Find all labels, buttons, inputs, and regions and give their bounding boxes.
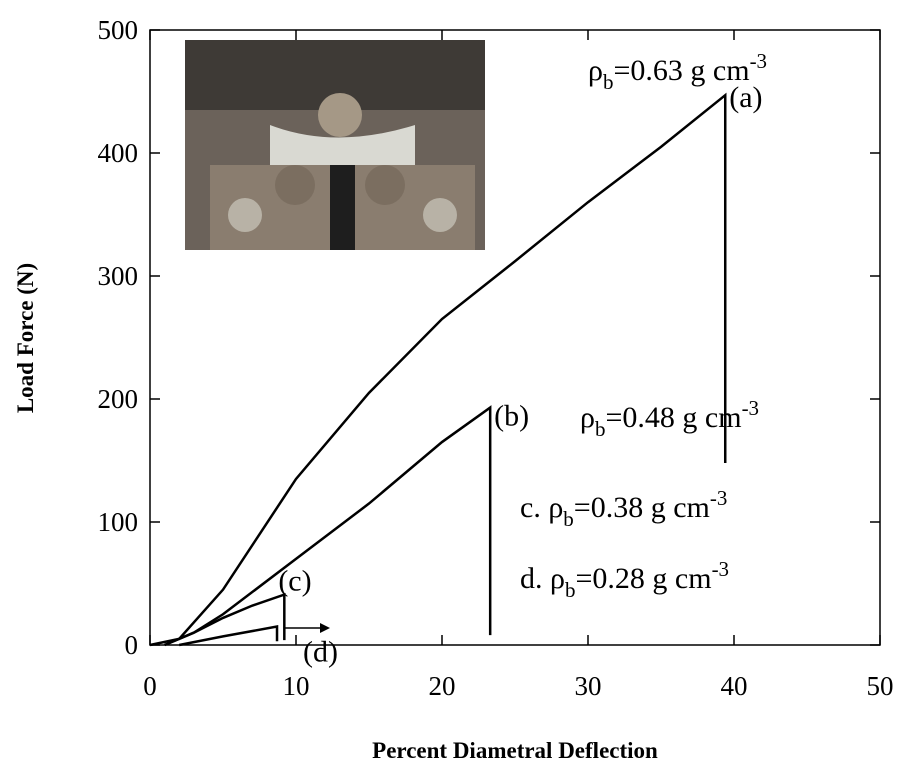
inset-photo: [185, 40, 485, 250]
y-axis-title: Load Force (N): [13, 263, 38, 413]
series-label: (d): [303, 636, 338, 669]
y-tick-label: 0: [125, 630, 139, 660]
x-tick-label: 20: [429, 671, 456, 701]
annotation-text: =0.48 g cm: [605, 401, 741, 434]
annotation-subscript: b: [595, 417, 606, 441]
annotation-text: =0.28 g cm: [575, 562, 711, 595]
x-tick-label: 0: [143, 671, 157, 701]
annotation-text: =0.38 g cm: [574, 491, 710, 524]
line-series: [149, 92, 727, 647]
x-axis-title: Percent Diametral Deflection: [372, 738, 658, 763]
density-annotation: ρb=0.63 g cm-3: [588, 49, 767, 94]
annotation-text: d. ρ: [520, 562, 565, 595]
annotation-subscript: b: [603, 70, 614, 94]
density-annotation: c. ρb=0.38 g cm-3: [520, 486, 727, 531]
series-label: (c): [278, 565, 311, 598]
density-annotation: d. ρb=0.28 g cm-3: [520, 557, 729, 602]
y-tick-label: 500: [98, 15, 139, 45]
annotation-superscript: -3: [710, 486, 728, 510]
y-tick-label: 200: [98, 384, 139, 414]
density-annotation: ρb=0.48 g cm-3: [580, 396, 759, 441]
y-tick-label: 100: [98, 507, 139, 537]
x-tick-label: 10: [283, 671, 310, 701]
annotation-text: =0.63 g cm: [613, 54, 749, 87]
annotation-subscript: b: [565, 578, 576, 602]
y-tick-label: 400: [98, 138, 139, 168]
annotation-superscript: -3: [750, 49, 768, 73]
line-series: [164, 592, 286, 647]
annotation-subscript: b: [563, 507, 574, 531]
x-tick-label: 40: [721, 671, 748, 701]
series-label: (b): [494, 400, 529, 433]
annotation-superscript: -3: [742, 396, 760, 420]
annotation-arrow: [285, 623, 330, 633]
annotation-text: ρ: [588, 54, 603, 87]
y-tick-label: 300: [98, 261, 139, 291]
x-tick-label: 30: [575, 671, 602, 701]
plot-frame: [149, 29, 881, 646]
annotation-text: c. ρ: [520, 491, 563, 524]
series-label: (a): [729, 81, 762, 114]
annotation-superscript: -3: [712, 557, 730, 581]
annotation-text: ρ: [580, 401, 595, 434]
line-series: [178, 625, 279, 647]
x-tick-label: 50: [867, 671, 894, 701]
